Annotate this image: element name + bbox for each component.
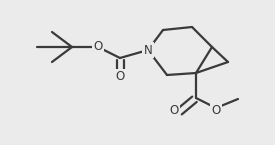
Text: O: O xyxy=(169,105,179,117)
Text: O: O xyxy=(94,40,103,54)
Text: O: O xyxy=(211,104,221,116)
Text: O: O xyxy=(116,70,125,84)
Text: N: N xyxy=(144,44,152,57)
